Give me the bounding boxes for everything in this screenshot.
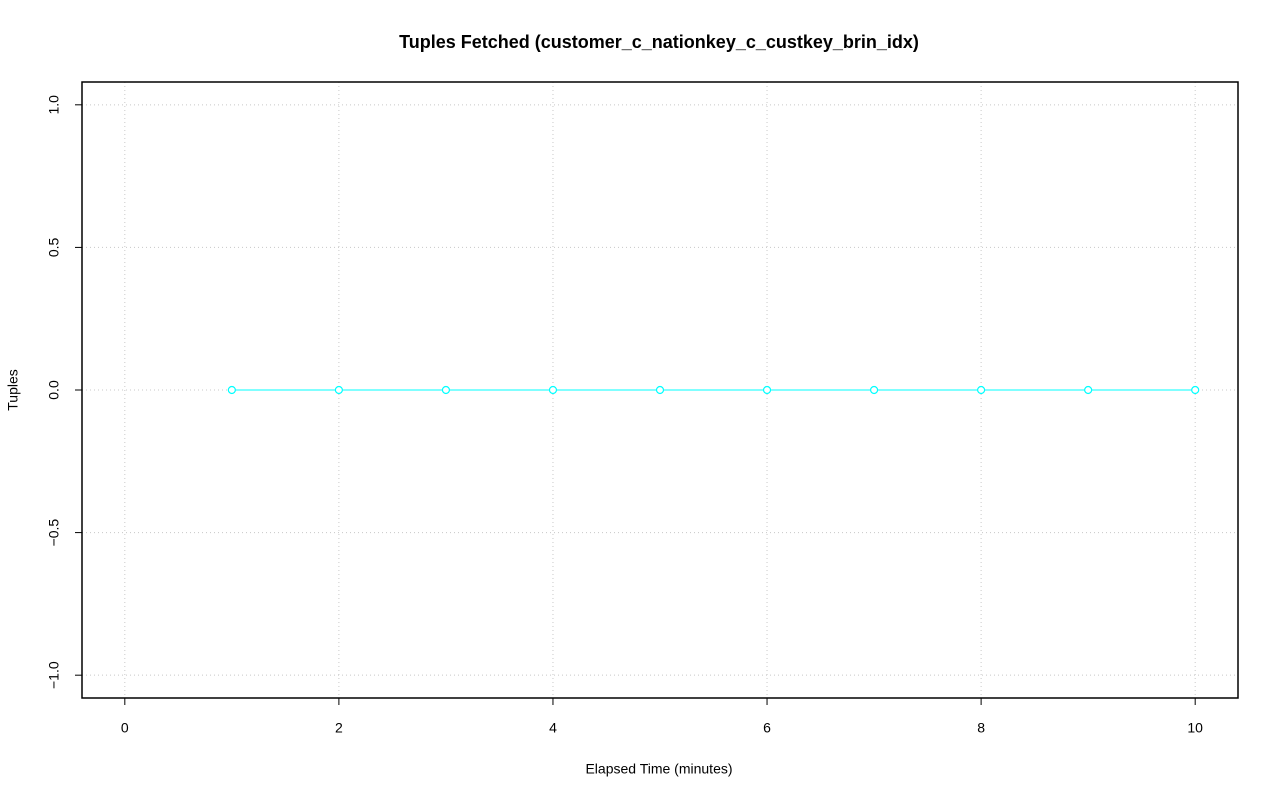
x-tick-label: 8 [977, 720, 985, 736]
data-point [334, 385, 343, 395]
data-point [762, 385, 772, 395]
data-point [441, 385, 451, 395]
data-point [227, 385, 236, 395]
x-axis-label: Elapsed Time (minutes) [585, 761, 732, 777]
data-point [655, 385, 665, 395]
y-tick-label: −1.0 [46, 661, 62, 689]
data-point [869, 385, 879, 395]
y-axis-label: Tuples [5, 369, 21, 411]
y-tick-label: 1.0 [46, 95, 62, 115]
plot-frame [81, 81, 1239, 699]
x-tick-label: 6 [763, 720, 771, 736]
x-tick-label: 4 [549, 720, 557, 736]
y-tick-label: 0.0 [46, 380, 62, 400]
y-tick-label: −0.5 [46, 519, 62, 547]
x-tick-label: 10 [1187, 720, 1203, 736]
data-point [1191, 385, 1200, 395]
data-point [548, 385, 558, 395]
y-tick-label: 0.5 [46, 237, 62, 257]
x-tick-label: 0 [121, 720, 129, 736]
data-point [1084, 385, 1093, 395]
chart-title: Tuples Fetched (customer_c_nationkey_c_c… [399, 32, 919, 52]
x-tick-label: 2 [335, 720, 343, 736]
data-point [977, 385, 986, 395]
